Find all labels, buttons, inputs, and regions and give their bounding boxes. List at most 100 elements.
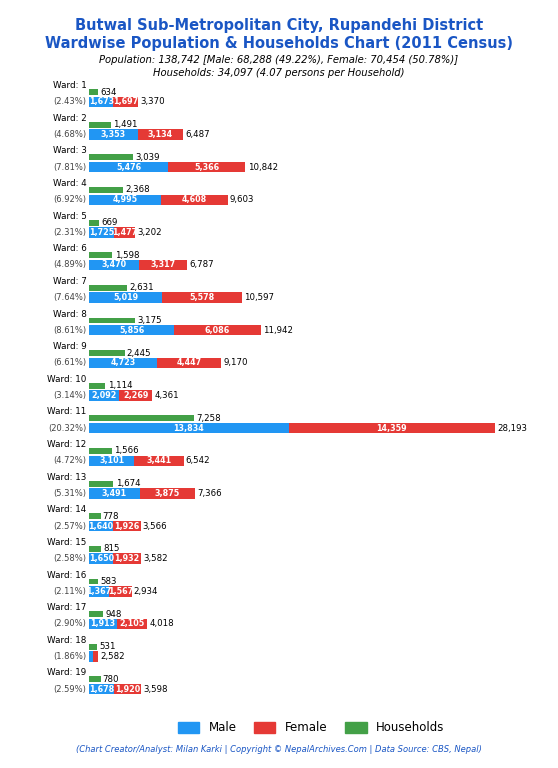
Text: Ward: 6: Ward: 6 <box>53 244 86 253</box>
Text: 3,175: 3,175 <box>137 316 162 325</box>
Bar <box>157 358 222 368</box>
Text: Ward: 13: Ward: 13 <box>47 472 86 482</box>
Bar <box>138 129 183 140</box>
Bar <box>89 154 133 161</box>
Text: Ward: 2: Ward: 2 <box>53 114 86 123</box>
Text: (2.59%): (2.59%) <box>54 685 86 694</box>
Text: 6,787: 6,787 <box>189 260 214 270</box>
Text: 1,640: 1,640 <box>89 521 114 531</box>
Text: 4,723: 4,723 <box>110 359 136 367</box>
Text: Ward: 19: Ward: 19 <box>47 668 86 677</box>
Text: 3,039: 3,039 <box>135 153 160 162</box>
Text: 1,678: 1,678 <box>89 685 114 694</box>
Bar <box>89 227 114 237</box>
Bar <box>89 455 134 466</box>
Text: (4.89%): (4.89%) <box>54 260 86 270</box>
Text: 5,019: 5,019 <box>113 293 138 302</box>
Text: Ward: 12: Ward: 12 <box>47 440 86 449</box>
Text: Ward: 3: Ward: 3 <box>52 147 86 155</box>
Text: 583: 583 <box>100 577 117 586</box>
Text: 2,269: 2,269 <box>123 391 148 400</box>
Bar <box>89 220 99 226</box>
Text: 5,476: 5,476 <box>116 163 141 171</box>
Text: 6,487: 6,487 <box>185 130 210 139</box>
Text: 3,491: 3,491 <box>102 489 127 498</box>
Text: 3,134: 3,134 <box>148 130 173 139</box>
Text: 2,445: 2,445 <box>127 349 151 358</box>
Bar <box>89 350 124 356</box>
Text: Ward: 16: Ward: 16 <box>47 571 86 580</box>
Text: Ward: 7: Ward: 7 <box>52 277 86 286</box>
Text: Population: 138,742 [Male: 68,288 (49.22%), Female: 70,454 (50.78%)]: Population: 138,742 [Male: 68,288 (49.22… <box>99 55 459 65</box>
Text: Ward: 8: Ward: 8 <box>52 310 86 319</box>
Text: (2.43%): (2.43%) <box>54 98 86 106</box>
Text: 1,920: 1,920 <box>115 685 140 694</box>
Text: 1,913: 1,913 <box>90 620 116 628</box>
Text: Wardwise Population & Households Chart (2011 Census): Wardwise Population & Households Chart (… <box>45 36 513 51</box>
Text: Ward: 18: Ward: 18 <box>47 636 86 645</box>
Text: 669: 669 <box>101 218 118 227</box>
Bar <box>117 619 147 629</box>
Text: 4,447: 4,447 <box>177 359 202 367</box>
Text: 815: 815 <box>103 545 120 554</box>
Bar <box>89 521 113 531</box>
Text: 1,932: 1,932 <box>114 554 140 563</box>
Bar <box>89 325 174 336</box>
Text: 5,856: 5,856 <box>119 326 144 335</box>
Text: 531: 531 <box>99 642 116 651</box>
Text: 3,582: 3,582 <box>143 554 168 563</box>
Text: (2.90%): (2.90%) <box>54 620 86 628</box>
Text: 3,598: 3,598 <box>143 685 168 694</box>
Text: 3,441: 3,441 <box>146 456 171 465</box>
Text: 10,842: 10,842 <box>248 163 278 171</box>
Bar <box>288 423 496 433</box>
Bar <box>89 651 93 662</box>
Bar <box>109 586 132 597</box>
Text: 634: 634 <box>100 88 117 97</box>
Bar <box>89 611 103 617</box>
Text: (2.57%): (2.57%) <box>54 521 86 531</box>
Text: 3,875: 3,875 <box>155 489 180 498</box>
Bar <box>134 455 184 466</box>
Bar <box>89 546 101 552</box>
Text: (6.61%): (6.61%) <box>54 359 86 367</box>
Bar <box>119 390 152 401</box>
Text: 948: 948 <box>105 610 122 619</box>
Text: 1,697: 1,697 <box>113 98 138 106</box>
Bar <box>89 358 157 368</box>
Text: 5,366: 5,366 <box>194 163 219 171</box>
Bar <box>89 285 127 291</box>
Bar <box>162 293 242 303</box>
Bar <box>89 390 119 401</box>
Text: Households: 34,097 (4.07 persons per Household): Households: 34,097 (4.07 persons per Hou… <box>153 68 405 78</box>
Text: 1,477: 1,477 <box>112 228 137 237</box>
Text: 3,566: 3,566 <box>143 521 167 531</box>
Text: 1,598: 1,598 <box>114 250 139 260</box>
Text: 2,105: 2,105 <box>119 620 145 628</box>
Bar <box>89 684 113 694</box>
Bar <box>89 122 111 127</box>
Bar <box>89 129 138 140</box>
Text: 9,603: 9,603 <box>230 195 254 204</box>
Bar <box>89 586 109 597</box>
Text: Ward: 5: Ward: 5 <box>52 212 86 220</box>
Bar <box>89 252 112 258</box>
Text: (2.31%): (2.31%) <box>54 228 86 237</box>
Text: Ward: 11: Ward: 11 <box>47 407 86 416</box>
Text: 2,092: 2,092 <box>92 391 117 400</box>
Text: (4.72%): (4.72%) <box>54 456 86 465</box>
Text: Ward: 17: Ward: 17 <box>47 603 86 612</box>
Bar <box>93 651 98 662</box>
Text: 6,542: 6,542 <box>186 456 210 465</box>
Text: 2,582: 2,582 <box>100 652 124 661</box>
Text: 9,170: 9,170 <box>224 359 248 367</box>
Bar <box>89 619 117 629</box>
Text: Ward: 10: Ward: 10 <box>47 375 86 384</box>
Text: 1,650: 1,650 <box>89 554 114 563</box>
Text: (1.86%): (1.86%) <box>54 652 86 661</box>
Text: 28,193: 28,193 <box>497 424 527 432</box>
Bar <box>89 293 162 303</box>
Text: (3.14%): (3.14%) <box>54 391 86 400</box>
Text: 2,368: 2,368 <box>126 185 150 194</box>
Text: 2,631: 2,631 <box>129 283 154 293</box>
